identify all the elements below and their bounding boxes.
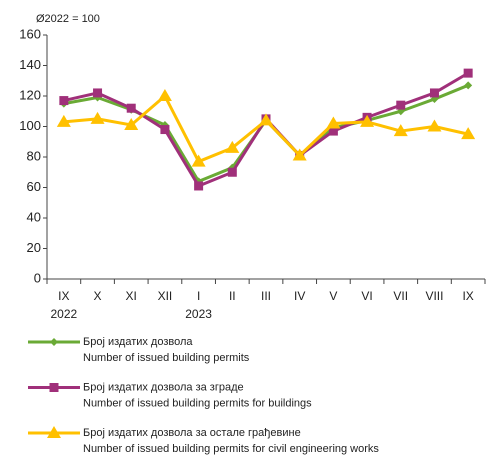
y-tick-label: 60 xyxy=(27,179,41,194)
x-tick-label: XI xyxy=(126,289,137,303)
y-tick-label: 80 xyxy=(27,148,41,163)
point xyxy=(160,120,169,129)
x-tick-label: VII xyxy=(393,289,408,303)
legend-label-en: Number of issued building permits xyxy=(83,352,250,364)
y-tick-label: 140 xyxy=(19,57,41,72)
x-tick-label: V xyxy=(329,289,337,303)
legend-label: Број издатих дозвола xyxy=(83,336,193,348)
point xyxy=(328,126,338,136)
legend-label-en: Number of issued building permits for ci… xyxy=(83,443,379,455)
point xyxy=(93,88,103,98)
x-tick-label: I xyxy=(197,289,200,303)
x-tick-label: VIII xyxy=(425,289,443,303)
annotation: Ø2022 = 100 xyxy=(36,13,100,25)
point xyxy=(225,140,240,153)
point xyxy=(259,113,273,126)
point xyxy=(227,167,237,177)
y-tick-label: 120 xyxy=(19,87,41,102)
y-tick-label: 100 xyxy=(19,118,41,133)
point xyxy=(194,181,204,191)
x-tick-label: IX xyxy=(58,289,69,303)
point xyxy=(191,154,206,167)
year-label: 2022 xyxy=(50,307,77,321)
x-tick-label: III xyxy=(261,289,271,303)
point xyxy=(461,127,476,140)
y-tick-label: 160 xyxy=(19,26,41,41)
x-tick-label: XII xyxy=(158,289,173,303)
legend-label-en: Number of issued building permits for bu… xyxy=(83,397,312,409)
x-tick-label: VI xyxy=(361,289,372,303)
legend-label: Број издатих дозвола за зграде xyxy=(83,381,244,393)
x-tick-label: X xyxy=(94,289,102,303)
x-tick-label: II xyxy=(229,289,236,303)
point xyxy=(326,116,341,129)
point xyxy=(427,119,442,132)
legend-label: Број издатих дозвола за остале грађевине xyxy=(83,427,301,439)
y-tick-label: 20 xyxy=(27,240,41,255)
point xyxy=(90,111,105,124)
point xyxy=(393,124,408,137)
point xyxy=(464,81,473,90)
point xyxy=(124,117,139,130)
point xyxy=(126,103,136,113)
series-line xyxy=(63,83,469,183)
point xyxy=(360,114,375,127)
point xyxy=(292,148,307,161)
year-label: 2023 xyxy=(185,307,212,321)
point xyxy=(396,100,406,110)
legend-marker xyxy=(49,383,59,392)
legend-marker xyxy=(50,338,58,346)
legend-marker xyxy=(47,426,61,438)
x-tick-label: IX xyxy=(462,289,473,303)
y-tick-label: 0 xyxy=(34,270,41,285)
point xyxy=(56,114,71,127)
x-tick-label: IV xyxy=(294,289,305,303)
point xyxy=(59,96,69,106)
y-tick-label: 40 xyxy=(27,209,41,224)
point xyxy=(429,88,439,98)
point xyxy=(463,68,473,78)
point xyxy=(160,125,170,135)
point xyxy=(157,89,172,101)
